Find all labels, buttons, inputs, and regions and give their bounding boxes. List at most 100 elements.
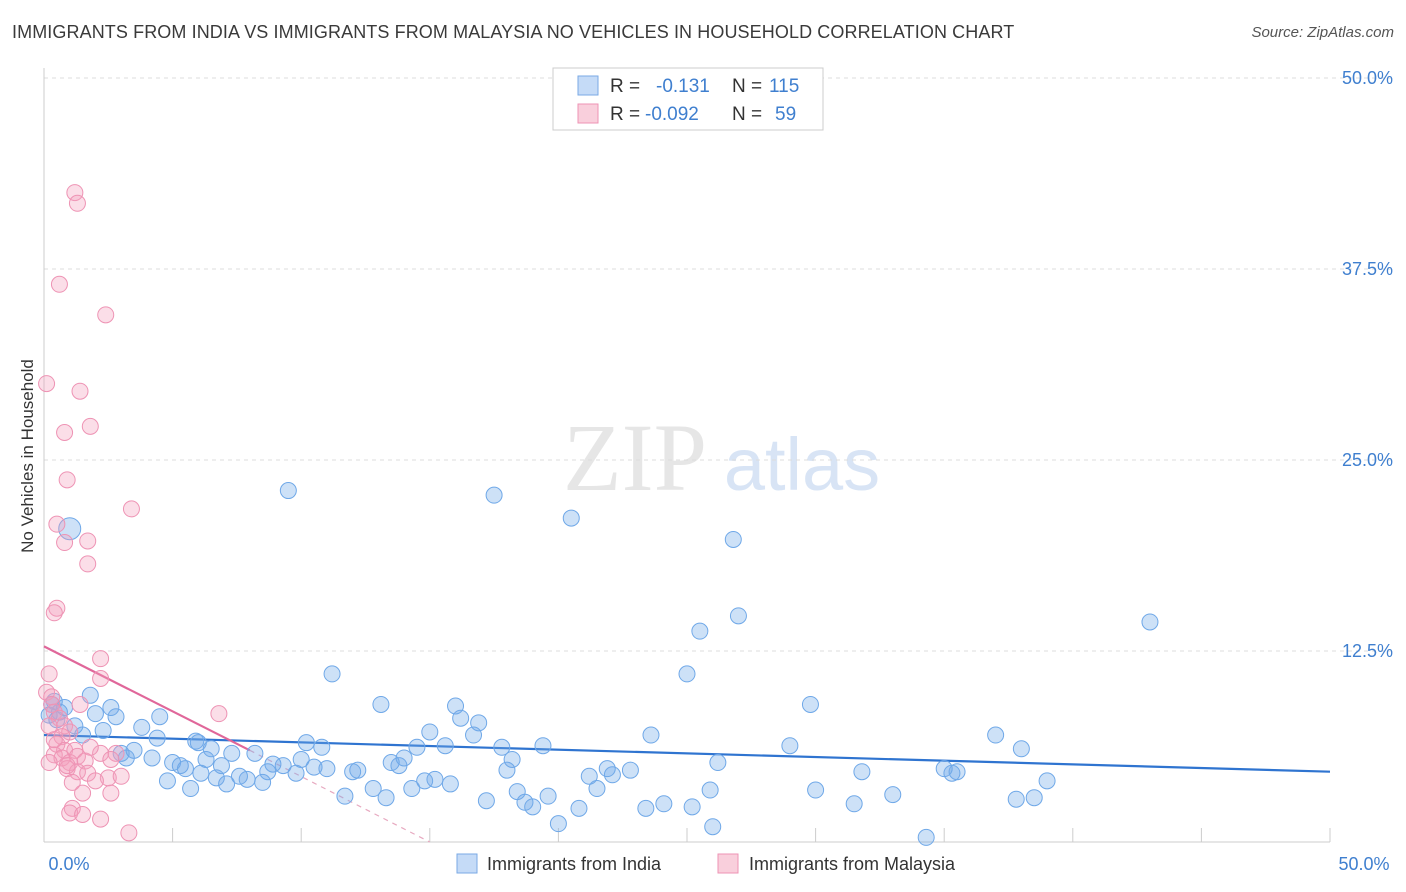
point-malaysia-7 <box>56 423 74 441</box>
y-tick-label-0: 12.5% <box>1342 641 1393 661</box>
point-india-75 <box>534 737 552 755</box>
point-india-23 <box>182 780 200 798</box>
point-india-68 <box>485 486 503 504</box>
x-tick-label-0: 0.0% <box>48 854 89 874</box>
point-india-16 <box>143 749 161 767</box>
point-india-67 <box>477 792 495 810</box>
point-india-77 <box>549 815 567 833</box>
legend-n-label-india: N = <box>732 76 762 97</box>
point-malaysia-9 <box>122 500 140 518</box>
point-malaysia-53 <box>92 810 110 828</box>
point-india-29 <box>212 757 230 775</box>
point-malaysia-46 <box>63 773 81 791</box>
point-malaysia-49 <box>102 784 120 802</box>
point-malaysia-6 <box>81 417 99 435</box>
legend-swatch-malaysia <box>577 103 599 124</box>
grid-lines <box>44 77 1395 652</box>
point-malaysia-38 <box>92 744 110 762</box>
point-india-49 <box>349 761 367 779</box>
point-india-18 <box>151 708 169 726</box>
point-india-101 <box>884 786 902 804</box>
point-malaysia-10 <box>48 515 66 533</box>
point-malaysia-12 <box>79 532 97 550</box>
point-india-87 <box>655 795 673 813</box>
point-india-74 <box>524 798 542 816</box>
point-india-89 <box>683 798 701 816</box>
point-malaysia-5 <box>71 382 89 400</box>
point-india-45 <box>318 760 336 778</box>
point-india-52 <box>377 789 395 807</box>
point-india-47 <box>336 787 354 805</box>
point-india-15 <box>133 718 151 736</box>
legend-r-value-malaysia: -0.092 <box>645 104 699 125</box>
point-malaysia-47 <box>86 772 104 790</box>
point-india-50 <box>364 780 382 798</box>
point-india-61 <box>436 737 454 755</box>
watermark-zip: ZIP <box>563 404 707 511</box>
point-india-98 <box>807 781 825 799</box>
point-india-70 <box>498 761 516 779</box>
axes <box>43 68 1331 843</box>
point-india-19 <box>158 772 176 790</box>
point-india-71 <box>503 750 521 768</box>
point-india-88 <box>678 665 696 683</box>
point-india-96 <box>781 737 799 755</box>
point-india-111 <box>1141 613 1159 631</box>
point-india-80 <box>580 767 598 785</box>
point-india-59 <box>421 723 439 741</box>
point-malaysia-57 <box>81 738 99 756</box>
point-india-76 <box>539 787 557 805</box>
legend-box: R = -0.131 N = 115 R = -0.092 N = 59 <box>552 67 824 131</box>
point-malaysia-52 <box>74 805 92 823</box>
point-malaysia-22 <box>71 695 89 713</box>
point-india-113 <box>112 744 130 762</box>
point-india-10 <box>94 721 112 739</box>
point-malaysia-1 <box>68 194 86 212</box>
point-india-56 <box>403 780 421 798</box>
watermark-atlas: atlas <box>724 423 880 506</box>
point-malaysia-58 <box>58 757 76 775</box>
point-india-31 <box>223 744 241 762</box>
point-malaysia-11 <box>56 534 74 552</box>
point-india-112 <box>189 734 207 752</box>
point-india-84 <box>621 761 639 779</box>
point-india-12 <box>102 699 120 717</box>
legend-r-value-india: -0.131 <box>656 76 710 97</box>
point-malaysia-45 <box>112 767 130 785</box>
point-malaysia-50 <box>63 799 81 817</box>
point-india-41 <box>292 750 310 768</box>
point-india-57 <box>408 738 426 756</box>
point-india-38 <box>279 482 297 500</box>
point-india-85 <box>637 799 655 817</box>
trend-line-malaysia-extrapolated <box>249 749 431 843</box>
point-india-79 <box>570 799 588 817</box>
point-malaysia-4 <box>38 375 56 393</box>
point-india-108 <box>1012 740 1030 758</box>
point-india-100 <box>853 763 871 781</box>
point-india-92 <box>709 754 727 772</box>
legend-swatch-india <box>577 75 599 96</box>
point-india-93 <box>724 530 742 548</box>
point-india-43 <box>305 758 323 776</box>
source-credit: Source: ZipAtlas.com <box>1251 24 1394 41</box>
point-malaysia-16 <box>92 650 110 668</box>
point-malaysia-48 <box>74 784 92 802</box>
point-malaysia-14 <box>48 599 66 617</box>
point-india-21 <box>171 757 189 775</box>
bottom-legend: Immigrants from India Immigrants from Ma… <box>456 853 956 874</box>
point-malaysia-2 <box>50 275 68 293</box>
point-india-110 <box>1038 772 1056 790</box>
trend-lines <box>43 645 1331 843</box>
legend-n-label-malaysia: N = <box>732 104 762 125</box>
point-india-86 <box>642 726 660 744</box>
point-india-46 <box>323 665 341 683</box>
y-tick-label-2: 37.5% <box>1342 259 1393 279</box>
point-india-90 <box>691 622 709 640</box>
point-india-9 <box>86 705 104 723</box>
point-india-24 <box>187 732 205 750</box>
tick-labels: 12.5% 25.0% 37.5% 50.0% 0.0% 50.0% <box>48 68 1393 874</box>
point-india-91 <box>701 781 719 799</box>
point-india-51 <box>372 695 390 713</box>
point-malaysia-18 <box>92 670 110 688</box>
